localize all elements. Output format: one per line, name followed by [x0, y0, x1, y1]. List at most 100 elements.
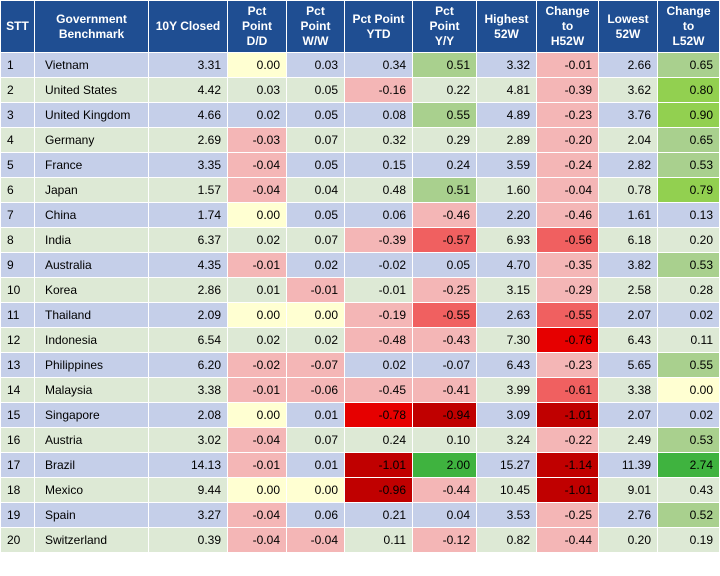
cell-ww: 0.01 — [286, 452, 345, 478]
cell-name: Korea — [34, 277, 149, 303]
cell-stt: 16 — [0, 427, 35, 453]
cell-high: 3.99 — [476, 377, 537, 403]
header-10y-closed-line: 10Y Closed — [155, 19, 221, 33]
cell-ww: 0.02 — [286, 252, 345, 278]
cell-dd: 0.00 — [227, 52, 287, 78]
header-lowest-52w: Lowest 52W — [598, 0, 658, 53]
cell-closed: 4.66 — [148, 102, 228, 128]
cell-low: 3.76 — [598, 102, 658, 128]
cell-dd: -0.04 — [227, 152, 287, 178]
cell-dd: -0.03 — [227, 127, 287, 153]
cell-clow: 0.53 — [657, 152, 720, 178]
table-row: 1 Vietnam 3.31 0.00 0.03 0.34 0.51 3.32 -0.01 2.6… — [0, 52, 720, 78]
header-benchmark-line: Government — [56, 11, 127, 26]
cell-name: Malaysia — [34, 377, 149, 403]
cell-dd: 0.00 — [227, 402, 287, 428]
cell-closed: 9.44 — [148, 477, 228, 503]
cell-closed: 1.57 — [148, 177, 228, 203]
cell-yy: -0.07 — [412, 352, 477, 378]
cell-dd: -0.01 — [227, 252, 287, 278]
cell-chigh: -0.04 — [536, 177, 599, 203]
cell-low: 2.76 — [598, 502, 658, 528]
cell-ytd: 0.15 — [344, 152, 413, 178]
cell-closed: 3.27 — [148, 502, 228, 528]
cell-ytd: -0.16 — [344, 77, 413, 103]
cell-low: 0.78 — [598, 177, 658, 203]
cell-closed: 6.54 — [148, 327, 228, 353]
cell-stt: 10 — [0, 277, 35, 303]
cell-stt: 11 — [0, 302, 35, 328]
cell-low: 2.58 — [598, 277, 658, 303]
cell-yy: -0.12 — [412, 527, 477, 553]
cell-name: Philippines — [34, 352, 149, 378]
cell-closed: 2.86 — [148, 277, 228, 303]
cell-stt: 9 — [0, 252, 35, 278]
header-change-l52w: Change to L52W — [657, 0, 720, 53]
cell-yy: 0.51 — [412, 52, 477, 78]
cell-high: 3.59 — [476, 152, 537, 178]
cell-high: 4.89 — [476, 102, 537, 128]
cell-yy: -0.25 — [412, 277, 477, 303]
cell-high: 0.82 — [476, 527, 537, 553]
cell-high: 7.30 — [476, 327, 537, 353]
cell-dd: 0.02 — [227, 327, 287, 353]
cell-yy: 0.55 — [412, 102, 477, 128]
header-pct-ytd-line: Pct Point — [352, 11, 405, 26]
cell-ww: 0.05 — [286, 152, 345, 178]
cell-ytd: 0.34 — [344, 52, 413, 78]
cell-yy: -0.94 — [412, 402, 477, 428]
header-change-h52w-line: to — [561, 19, 574, 33]
cell-low: 2.82 — [598, 152, 658, 178]
cell-ww: 0.07 — [286, 227, 345, 253]
header-pct-ww-line: W/W — [302, 34, 329, 48]
cell-stt: 4 — [0, 127, 35, 153]
cell-yy: 0.10 — [412, 427, 477, 453]
cell-yy: 0.04 — [412, 502, 477, 528]
cell-high: 4.70 — [476, 252, 537, 278]
cell-ww: 0.06 — [286, 502, 345, 528]
table-row: 4 Germany 2.69 -0.03 0.07 0.32 0.29 2.89 -0.20 2.… — [0, 127, 720, 153]
cell-yy: -0.57 — [412, 227, 477, 253]
cell-ytd: 0.11 — [344, 527, 413, 553]
table-row: 6 Japan 1.57 -0.04 0.04 0.48 0.51 1.60 -0.04 0.78… — [0, 177, 720, 203]
header-pct-ww-line: Point — [300, 19, 331, 33]
cell-chigh: -0.56 — [536, 227, 599, 253]
cell-closed: 0.39 — [148, 527, 228, 553]
cell-high: 3.32 — [476, 52, 537, 78]
header-stt: STT — [0, 0, 35, 53]
cell-low: 2.66 — [598, 52, 658, 78]
cell-high: 10.45 — [476, 477, 537, 503]
cell-clow: 0.65 — [657, 127, 720, 153]
cell-yy: 2.00 — [412, 452, 477, 478]
cell-clow: 0.79 — [657, 177, 720, 203]
header-pct-yy-line: Point — [429, 19, 460, 33]
cell-high: 6.93 — [476, 227, 537, 253]
cell-high: 3.15 — [476, 277, 537, 303]
cell-ytd: -0.48 — [344, 327, 413, 353]
cell-stt: 15 — [0, 402, 35, 428]
cell-stt: 1 — [0, 52, 35, 78]
cell-stt: 18 — [0, 477, 35, 503]
cell-ww: 0.04 — [286, 177, 345, 203]
table-row: 15 Singapore 2.08 0.00 0.01 -0.78 -0.94 3.09 -1.… — [0, 402, 720, 428]
header-pct-dd-line: D/D — [246, 34, 268, 48]
cell-clow: 0.02 — [657, 302, 720, 328]
cell-yy: -0.43 — [412, 327, 477, 353]
header-highest-52w: Highest 52W — [476, 0, 537, 53]
cell-chigh: -0.46 — [536, 202, 599, 228]
cell-low: 0.20 — [598, 527, 658, 553]
cell-chigh: -0.61 — [536, 377, 599, 403]
cell-low: 3.82 — [598, 252, 658, 278]
cell-name: Vietnam — [34, 52, 149, 78]
cell-dd: -0.04 — [227, 527, 287, 553]
cell-yy: 0.05 — [412, 252, 477, 278]
cell-ytd: 0.21 — [344, 502, 413, 528]
cell-ww: 0.00 — [286, 477, 345, 503]
cell-low: 2.07 — [598, 302, 658, 328]
cell-chigh: -0.35 — [536, 252, 599, 278]
cell-ytd: -0.45 — [344, 377, 413, 403]
table-row: 17 Brazil 14.13 -0.01 0.01 -1.01 2.00 15.27 -1.1… — [0, 452, 720, 478]
cell-dd: 0.02 — [227, 102, 287, 128]
cell-high: 3.24 — [476, 427, 537, 453]
cell-ytd: -0.19 — [344, 302, 413, 328]
